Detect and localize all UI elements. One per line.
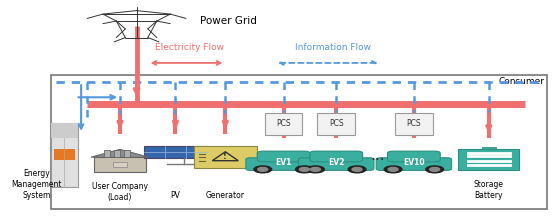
FancyBboxPatch shape — [194, 146, 257, 168]
Text: Generator: Generator — [206, 191, 245, 200]
FancyBboxPatch shape — [51, 123, 78, 187]
FancyBboxPatch shape — [114, 151, 120, 157]
Text: PV: PV — [171, 191, 180, 200]
Text: Power Grid: Power Grid — [200, 16, 257, 26]
FancyBboxPatch shape — [257, 151, 310, 162]
Circle shape — [388, 167, 398, 171]
Circle shape — [258, 167, 268, 171]
FancyBboxPatch shape — [395, 113, 433, 135]
FancyBboxPatch shape — [94, 157, 146, 172]
Text: Energy
Management
System: Energy Management System — [12, 169, 62, 200]
Text: Consumer: Consumer — [498, 77, 544, 86]
Polygon shape — [91, 149, 149, 157]
Text: User Company
(Load): User Company (Load) — [92, 182, 148, 202]
Circle shape — [299, 167, 309, 171]
FancyBboxPatch shape — [143, 146, 207, 159]
FancyBboxPatch shape — [299, 158, 374, 170]
FancyBboxPatch shape — [104, 151, 110, 157]
FancyBboxPatch shape — [246, 158, 321, 170]
Circle shape — [384, 166, 402, 173]
FancyBboxPatch shape — [482, 148, 496, 150]
Circle shape — [430, 167, 440, 171]
FancyBboxPatch shape — [124, 151, 130, 157]
Circle shape — [348, 166, 366, 173]
FancyBboxPatch shape — [54, 149, 75, 159]
Circle shape — [306, 166, 324, 173]
Circle shape — [254, 166, 272, 173]
Text: !: ! — [224, 152, 227, 161]
FancyBboxPatch shape — [265, 113, 302, 135]
Text: ···: ··· — [370, 153, 385, 168]
Text: PCS: PCS — [329, 119, 344, 128]
FancyBboxPatch shape — [376, 158, 451, 170]
Text: PCS: PCS — [406, 119, 421, 128]
FancyBboxPatch shape — [317, 113, 355, 135]
FancyBboxPatch shape — [310, 151, 363, 162]
Text: PCS: PCS — [276, 119, 291, 128]
FancyBboxPatch shape — [113, 162, 127, 167]
Text: EV2: EV2 — [328, 158, 344, 167]
Circle shape — [426, 166, 444, 173]
Text: EV10: EV10 — [403, 158, 425, 167]
FancyBboxPatch shape — [388, 151, 440, 162]
Circle shape — [310, 167, 320, 171]
Text: Information Flow: Information Flow — [295, 43, 371, 52]
FancyBboxPatch shape — [458, 149, 519, 170]
Polygon shape — [212, 152, 239, 161]
Text: Electricity Flow: Electricity Flow — [155, 43, 224, 52]
Text: EV1: EV1 — [275, 158, 292, 167]
Circle shape — [352, 167, 362, 171]
FancyBboxPatch shape — [51, 123, 78, 138]
Circle shape — [295, 166, 313, 173]
Text: Storage
Battery: Storage Battery — [474, 180, 504, 200]
